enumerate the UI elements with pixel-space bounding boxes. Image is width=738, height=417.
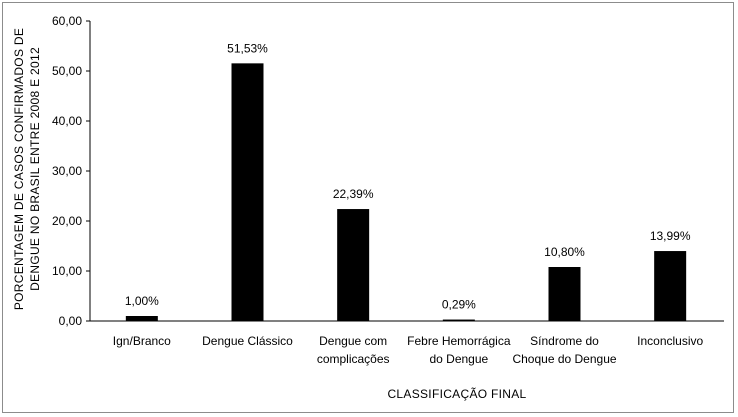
data-label: 13,99%	[650, 229, 691, 243]
bar	[125, 316, 158, 321]
y-tick-label: 10,00	[52, 264, 82, 278]
data-label: 51,53%	[227, 41, 268, 55]
category-label: Síndrome do	[530, 334, 599, 348]
category-label: Ign/Branco	[113, 334, 171, 348]
bar	[337, 209, 370, 321]
bar	[654, 251, 687, 321]
bar	[231, 63, 264, 321]
chart-frame	[2, 2, 734, 413]
data-labels: 1,00% 51,53% 22,39% 0,29% 10,80% 13,99%	[125, 41, 691, 311]
y-axis-title-line-1: PORCENTAGEM DE CASOS CONFIRMADOS DE	[12, 28, 26, 310]
data-label: 1,00%	[125, 294, 159, 308]
y-axis-title: PORCENTAGEM DE CASOS CONFIRMADOS DE DENG…	[12, 28, 42, 310]
y-tick-label: 50,00	[52, 64, 82, 78]
category-label: Dengue com	[319, 334, 387, 348]
y-axis-title-line-2: DENGUE NO BRASIL ENTRE 2008 E 2012	[28, 47, 42, 291]
bars	[125, 63, 687, 321]
y-tick-label: 60,00	[52, 14, 82, 28]
category-label: Dengue Clássico	[202, 334, 293, 348]
category-label: Febre Hemorrágica	[407, 334, 511, 348]
bar	[442, 319, 475, 321]
bar	[548, 267, 581, 321]
category-labels: Ign/Branco Dengue Clássico Dengue com compl…	[113, 334, 704, 366]
data-label: 22,39%	[333, 187, 374, 201]
category-label: Choque do Dengue	[512, 352, 616, 366]
y-tick-label: 30,00	[52, 164, 82, 178]
category-label: complicações	[317, 352, 390, 366]
data-label: 10,80%	[544, 245, 585, 259]
y-tick-label: 20,00	[52, 214, 82, 228]
y-axis-ticks: 0,00 10,00 20,00 30,00 40,00 50,00 60,00	[52, 14, 90, 328]
category-label: do Dengue	[429, 352, 488, 366]
y-tick-label: 40,00	[52, 114, 82, 128]
x-axis-title: CLASSIFICAÇÃO FINAL	[387, 387, 526, 401]
data-label: 0,29%	[442, 298, 476, 312]
y-tick-label: 0,00	[59, 314, 83, 328]
category-label: Inconclusivo	[637, 334, 703, 348]
